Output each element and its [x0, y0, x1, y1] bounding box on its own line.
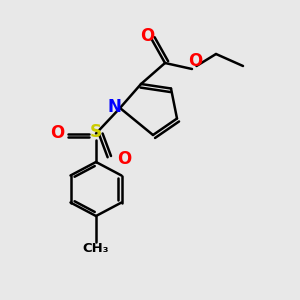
Text: CH₃: CH₃ [83, 242, 109, 255]
Text: O: O [188, 52, 202, 70]
Text: O: O [117, 150, 132, 168]
Text: N: N [108, 98, 122, 116]
Text: S: S [90, 123, 102, 141]
Text: O: O [50, 124, 65, 142]
Text: O: O [140, 27, 154, 45]
